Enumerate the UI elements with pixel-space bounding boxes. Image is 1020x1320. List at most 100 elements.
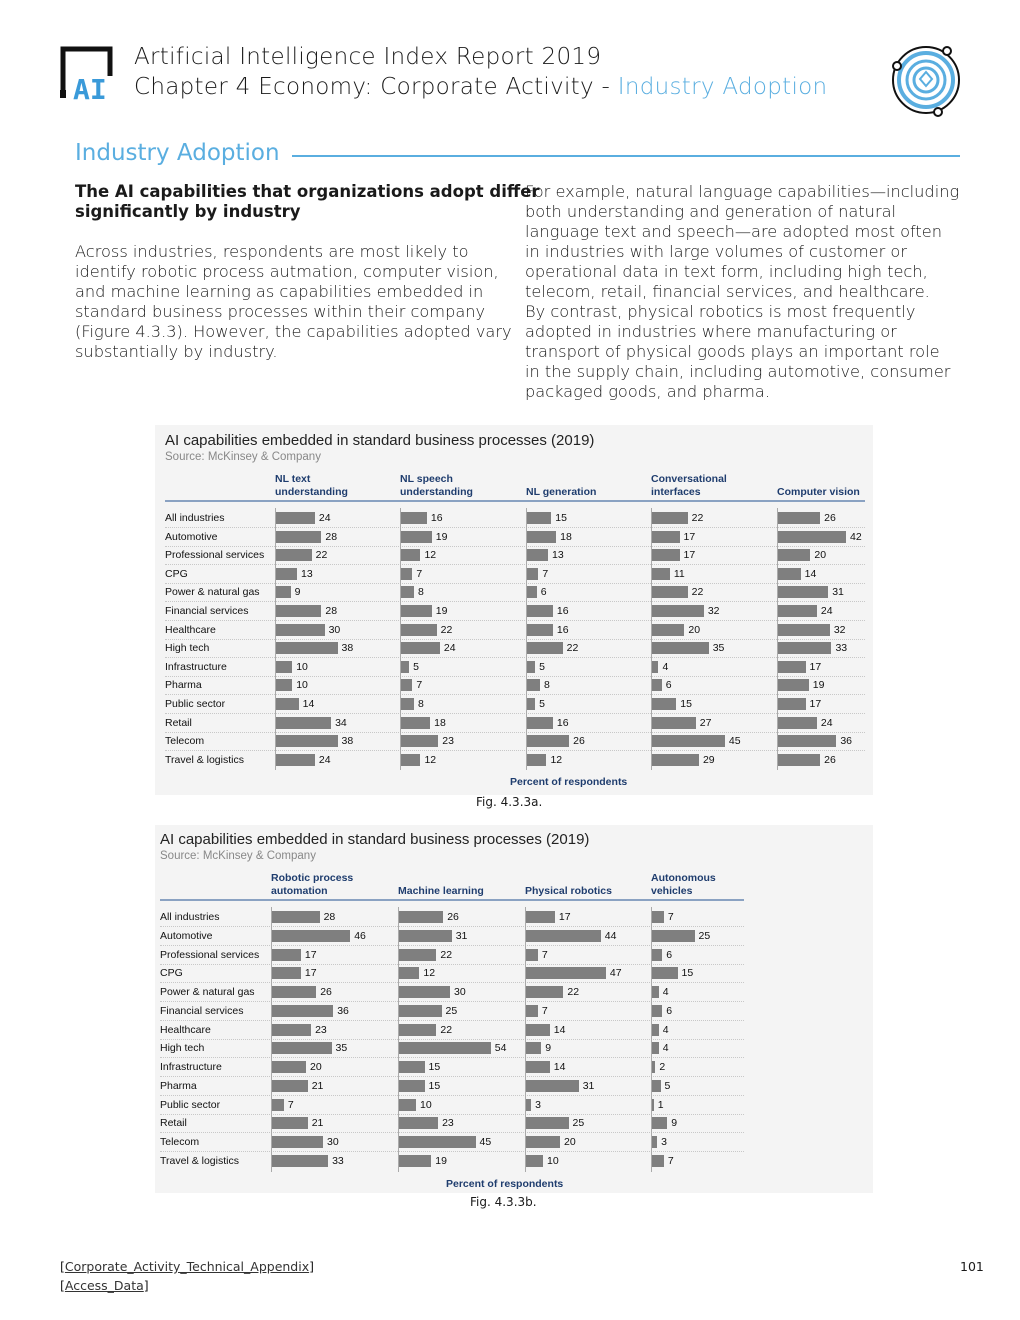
bar <box>401 642 440 655</box>
bar <box>399 986 450 998</box>
bar <box>401 716 431 729</box>
data-label: 17 <box>683 530 696 543</box>
data-label: 35 <box>335 1042 348 1055</box>
bar <box>399 1023 437 1036</box>
bar <box>401 679 413 692</box>
row-separator <box>165 750 865 752</box>
row-label: All industries <box>160 911 220 923</box>
body-line: packaged goods, and pharma. <box>525 382 770 401</box>
data-label: 14 <box>302 698 315 710</box>
row-label: Telecom <box>160 1136 200 1148</box>
bar <box>401 586 414 599</box>
column-axis <box>526 508 527 771</box>
bar <box>276 698 299 710</box>
subtitle-line: significantly by industry <box>75 202 301 221</box>
data-label: 3 <box>535 1098 541 1111</box>
header-rule <box>160 899 744 901</box>
header-rule <box>165 500 865 502</box>
bar <box>652 530 680 543</box>
bar <box>399 1154 432 1167</box>
data-label: 5 <box>539 660 545 673</box>
footer-link-1[interactable]: [Corporate_Activity_Technical_Appendix] <box>60 1259 315 1274</box>
ai-index-logo: AI <box>60 46 114 106</box>
data-label: 10 <box>420 1098 432 1111</box>
bar <box>652 605 704 617</box>
x-axis-label: Percent of respondents <box>510 776 628 788</box>
bar <box>527 512 552 524</box>
bar <box>526 986 564 998</box>
row-separator <box>165 564 865 566</box>
report-title: Artificial Intelligence Index Report 201… <box>134 44 602 70</box>
data-label: 5 <box>664 1079 671 1092</box>
chapter-title: Chapter 4 Economy: Corporate Activity - … <box>134 74 827 100</box>
footer-link-2[interactable]: [Access_Data] <box>60 1278 149 1293</box>
row-label: Retail <box>165 716 192 729</box>
data-label: 5 <box>539 698 545 710</box>
data-label: 9 <box>545 1042 552 1055</box>
bar <box>527 549 549 562</box>
access-data-link[interactable]: Access_Data <box>64 1278 144 1293</box>
bar <box>276 549 312 562</box>
data-label: 30 <box>454 986 466 998</box>
data-label: 32 <box>707 605 720 617</box>
bar <box>276 735 338 748</box>
row-separator <box>160 944 744 946</box>
data-label: 36 <box>840 735 852 748</box>
data-label: 54 <box>494 1042 507 1055</box>
subtitle-line: The AI capabilities that organizations a… <box>75 182 540 201</box>
bar <box>527 698 536 710</box>
data-label: 6 <box>666 948 673 961</box>
data-label: 19 <box>812 679 825 692</box>
bar <box>276 679 293 692</box>
row-label: Telecom <box>165 735 205 748</box>
bar <box>527 660 536 673</box>
data-label: 6 <box>665 679 672 692</box>
bar <box>272 986 317 998</box>
bar <box>652 512 688 524</box>
bar <box>527 605 553 617</box>
column-header: Physical robotics <box>525 885 612 897</box>
bar <box>272 911 320 923</box>
bar <box>526 1042 542 1055</box>
row-separator <box>160 1019 744 1021</box>
bar <box>526 948 538 961</box>
row-label: Automotive <box>165 530 218 543</box>
data-label: 11 <box>673 567 685 580</box>
bar <box>778 586 829 599</box>
row-label: CPG <box>160 967 183 980</box>
bar <box>526 1117 569 1130</box>
row-separator <box>165 713 865 714</box>
data-label: 7 <box>416 679 423 692</box>
bar <box>399 929 452 942</box>
bar <box>272 1079 308 1092</box>
data-label: 1 <box>657 1098 664 1111</box>
bar <box>652 698 677 710</box>
data-label: 9 <box>294 586 301 599</box>
data-label: 20 <box>564 1136 576 1148</box>
row-label: Pharma <box>160 1079 197 1092</box>
bar <box>272 948 301 961</box>
bar <box>527 642 563 655</box>
data-label: 20 <box>688 623 701 636</box>
data-label: 22 <box>315 549 328 562</box>
bar <box>778 567 801 580</box>
data-label: 45 <box>479 1136 492 1148</box>
data-label: 12 <box>424 549 437 562</box>
data-label: 24 <box>443 642 456 655</box>
row-label: High tech <box>160 1042 205 1055</box>
data-label: 31 <box>832 586 844 599</box>
bar <box>399 948 437 961</box>
chart-title: AI capabilities embedded in standard bus… <box>160 831 590 848</box>
bar <box>652 1154 664 1167</box>
data-label: 32 <box>833 623 846 636</box>
data-label: 24 <box>820 716 833 729</box>
column-header: Computer vision <box>777 486 860 498</box>
bar <box>652 586 688 599</box>
data-label: 14 <box>553 1023 566 1036</box>
row-label: Travel & logistics <box>160 1154 239 1167</box>
data-label: 44 <box>604 929 617 942</box>
technical-appendix-link[interactable]: Corporate_Activity_Technical_Appendix <box>64 1259 310 1274</box>
bar <box>652 929 695 942</box>
chart-source: Source: McKinsey & Company <box>165 451 321 463</box>
row-separator <box>165 638 865 640</box>
